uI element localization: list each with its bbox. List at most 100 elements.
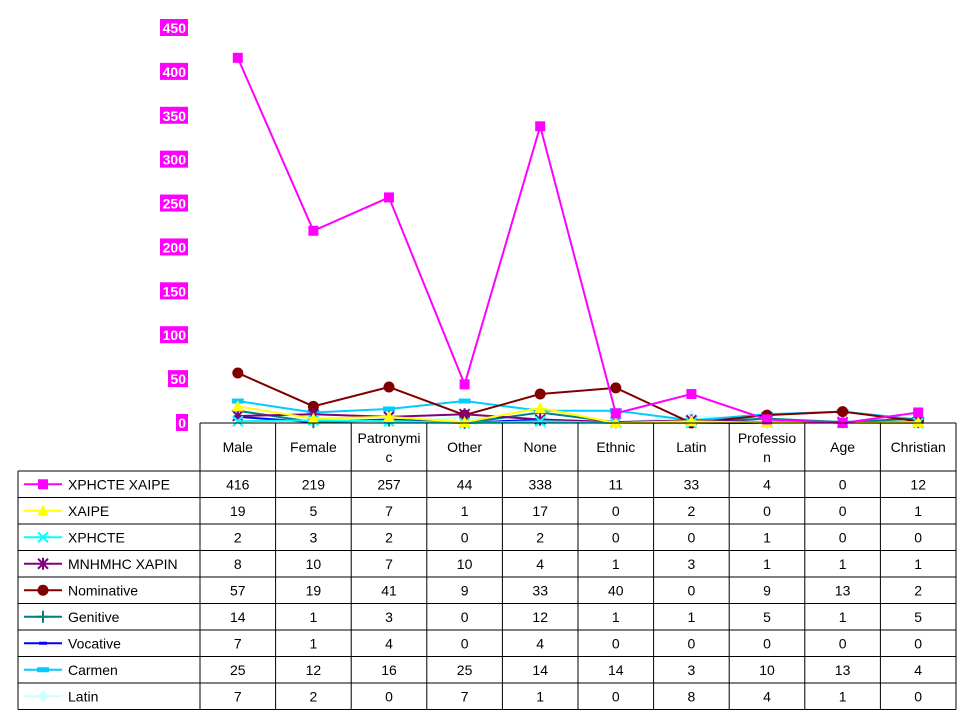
y-tick-bg (160, 62, 188, 80)
table-row: Genitive 14 1 3 0 12 1 1 5 1 5 (24, 609, 922, 625)
table-cell: 2 (536, 529, 544, 545)
data-point (37, 610, 49, 623)
data-point (383, 410, 395, 422)
table-cell: 0 (461, 609, 469, 625)
table-cell: 1 (461, 503, 469, 519)
table-row: Carmen 25 12 16 25 14 14 3 10 13 4 (24, 662, 922, 678)
data-point (534, 415, 546, 427)
data-point (307, 400, 319, 412)
y-tick-label: 50 (170, 371, 186, 387)
table-cell: 1 (310, 635, 318, 651)
legend-series-name: Vocative (68, 635, 121, 651)
table-cell: 0 (688, 529, 696, 545)
table-cell: 0 (612, 635, 620, 651)
data-point (308, 225, 319, 236)
y-tick-bg (160, 106, 188, 124)
table-cell: 10 (306, 556, 322, 572)
legend-series-name: XPHCTE XAIPE (68, 476, 170, 492)
table-cell: 33 (532, 582, 548, 598)
category-label: n (763, 449, 771, 465)
data-point (232, 52, 243, 63)
table-cell: 19 (306, 582, 322, 598)
data-point (38, 479, 48, 490)
category-label: Professio (738, 430, 797, 446)
category-label: Male (223, 439, 254, 455)
table-row: Vocative 7 1 4 0 4 0 0 0 0 0 (24, 635, 922, 651)
series-line (231, 398, 925, 423)
table-cell: 2 (914, 582, 922, 598)
table-cell: 9 (763, 582, 771, 598)
table-cell: 12 (910, 476, 926, 492)
data-point (912, 416, 925, 428)
table-cell: 1 (763, 529, 771, 545)
series-line (232, 367, 924, 429)
y-tick-label: 250 (163, 196, 187, 212)
table-cell: 10 (759, 662, 775, 678)
table-cell: 7 (385, 556, 393, 572)
data-point (534, 388, 546, 400)
data-point (913, 407, 924, 418)
table-cell: 1 (914, 556, 922, 572)
table-row: XAIPE 19 5 7 1 17 0 2 0 0 1 (24, 503, 922, 519)
table-row: XPHCTE 2 3 2 0 2 0 0 1 0 0 (24, 529, 922, 545)
table-cell: 0 (461, 529, 469, 545)
table-cell: 1 (839, 609, 847, 625)
table-cell: 0 (461, 635, 469, 651)
data-point (762, 414, 772, 425)
y-tick-bg (160, 194, 188, 212)
table-cell: 2 (385, 529, 393, 545)
data-point (307, 412, 320, 424)
table-cell: 338 (529, 476, 553, 492)
y-tick-label: 350 (163, 108, 187, 124)
y-tick-label: 300 (163, 152, 187, 168)
data-point (837, 406, 849, 418)
table-cell: 7 (234, 688, 242, 704)
legend-series-name: Genitive (68, 609, 120, 625)
data-point (384, 192, 394, 203)
data-point (383, 406, 395, 412)
table-cell: 0 (763, 635, 771, 651)
table-cell: 25 (230, 662, 246, 678)
table-cell: 5 (763, 609, 771, 625)
table-row: Nominative 57 19 41 9 33 40 0 9 13 2 (24, 582, 922, 598)
y-tick-bg (168, 370, 188, 388)
table-cell: 0 (839, 476, 847, 492)
table-cell: 1 (536, 688, 544, 704)
data-point (37, 557, 49, 570)
category-label: None (523, 439, 557, 455)
table-cell: 416 (226, 476, 250, 492)
table-cell: 5 (914, 609, 922, 625)
table-cell: 8 (234, 556, 242, 572)
data-point (37, 584, 49, 596)
y-axis-labels: 0 50 100 150 200 250 300 350 400 450 (160, 19, 188, 431)
data-point (37, 690, 49, 703)
data-point (535, 121, 546, 132)
data-point (37, 531, 49, 543)
table-cell: 13 (835, 582, 851, 598)
legend-series-name: Carmen (68, 662, 118, 678)
table-cell: 2 (688, 503, 696, 519)
table-cell: 1 (612, 609, 620, 625)
category-label: Christian (891, 439, 946, 455)
table-cell: 19 (230, 503, 246, 519)
table-cell: 7 (385, 503, 393, 519)
plot-area (231, 52, 925, 429)
table-cell: 3 (688, 662, 696, 678)
y-tick-label: 200 (163, 239, 187, 255)
table-cell: 2 (310, 688, 318, 704)
table-cell: 57 (230, 582, 246, 598)
table-cell: 0 (385, 688, 393, 704)
data-point (383, 381, 395, 393)
table-cell: 9 (461, 582, 469, 598)
category-label: Latin (676, 439, 706, 455)
table-cell: 0 (914, 635, 922, 651)
table-cell: 10 (457, 556, 473, 572)
series-path (236, 57, 919, 425)
y-tick-bg (160, 150, 188, 168)
legend-series-name: Latin (68, 688, 98, 704)
y-tick-label: 0 (178, 415, 186, 431)
y-tick-label: 150 (163, 283, 187, 299)
table-cell: 14 (230, 609, 246, 625)
data-point (37, 504, 49, 516)
table-cell: 16 (381, 662, 397, 678)
